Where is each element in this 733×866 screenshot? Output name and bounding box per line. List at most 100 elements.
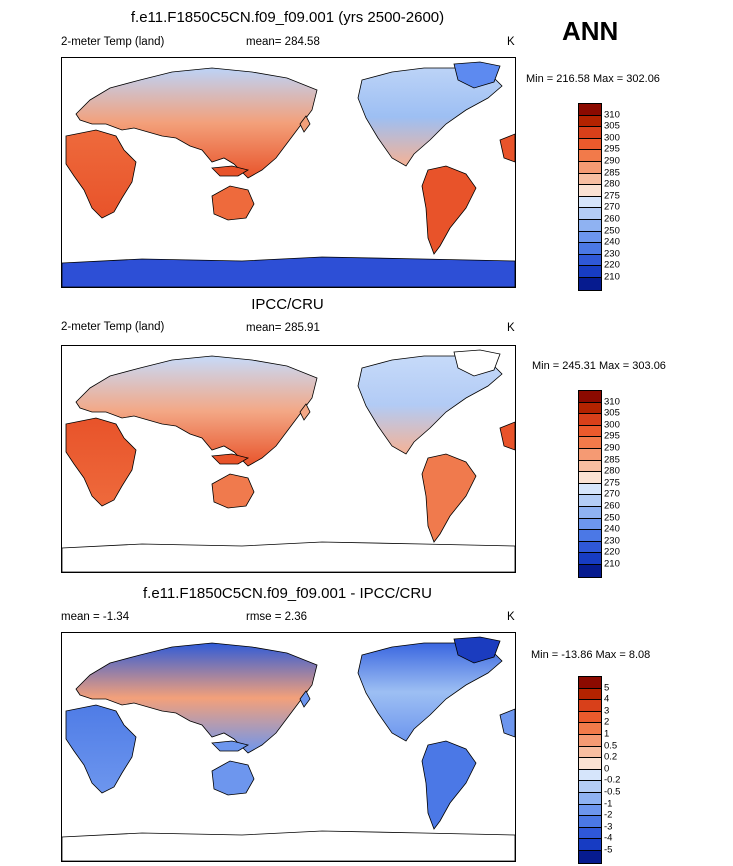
landmass-africa	[65, 417, 137, 507]
colorbar-swatch	[579, 472, 601, 484]
mean-label: mean= 285.91	[246, 322, 320, 334]
colorbar-swatch	[579, 173, 601, 186]
colorbar-label: 310	[604, 109, 620, 121]
panel-title: f.e11.F1850C5CN.f09_f09.001 - IPCC/CRU	[142, 585, 433, 602]
colorbar-swatch	[579, 196, 601, 209]
variable-label: 2-meter Temp (land)	[61, 36, 165, 48]
colorbar-label: 230	[604, 535, 620, 547]
colorbar-swatch	[579, 769, 601, 782]
colorbar-swatch	[579, 483, 601, 496]
colorbar-label: 1	[604, 728, 610, 740]
map-obs	[61, 345, 516, 573]
colorbar-label: 285	[604, 167, 620, 179]
colorbar-swatch	[579, 448, 601, 461]
colorbar	[578, 676, 602, 864]
colorbar-label: 250	[604, 512, 620, 524]
landmass-antarctica	[62, 541, 515, 572]
landmass-eurasia	[75, 642, 318, 754]
colorbar-swatch	[579, 792, 601, 805]
landmass-japan	[299, 690, 311, 708]
units-label: K	[507, 36, 515, 48]
colorbar-label: -0.5	[604, 786, 621, 798]
colorbar-label: 5	[604, 682, 610, 694]
landmass-eurasia	[75, 67, 318, 179]
landmass-greenland	[453, 61, 501, 89]
colorbar-swatch	[579, 677, 601, 689]
landmass-australia	[211, 760, 255, 796]
map-model	[61, 57, 516, 288]
colorbar-label: 295	[604, 143, 620, 155]
colorbar-label: 2	[604, 716, 610, 728]
colorbar-swatch	[579, 414, 601, 426]
colorbar-swatch	[579, 518, 601, 531]
colorbar-swatch	[579, 425, 601, 438]
units-label: K	[507, 611, 515, 623]
colorbar-label: 290	[604, 442, 620, 454]
colorbar-swatch	[579, 219, 601, 232]
colorbar-swatch	[579, 460, 601, 473]
landmass-africaEdge	[499, 133, 515, 163]
colorbar-swatch	[579, 266, 601, 278]
landmass-eurasia	[75, 355, 318, 467]
landmass-namerica	[357, 642, 503, 742]
panel-title: IPCC/CRU	[251, 296, 324, 313]
colorbar-swatch	[579, 746, 601, 759]
landmass-greenland	[453, 349, 501, 377]
colorbar-label: 240	[604, 236, 620, 248]
colorbar	[578, 103, 602, 291]
mean-label: mean = -1.34	[61, 611, 130, 623]
colorbar-swatch	[579, 700, 601, 712]
colorbar-swatch	[579, 850, 601, 863]
colorbar-swatch	[579, 185, 601, 197]
colorbar-swatch	[579, 530, 601, 542]
colorbar-label: 210	[604, 271, 620, 283]
colorbar-label: 280	[604, 178, 620, 190]
colorbar-swatch	[579, 231, 601, 244]
landmass-greenland	[453, 636, 501, 664]
min-max-label: Min = -13.86 Max = 8.08	[531, 649, 651, 661]
colorbar-swatch	[579, 688, 601, 701]
colorbar-label: 305	[604, 120, 620, 132]
landmass-japan	[299, 115, 311, 133]
colorbar-swatch	[579, 243, 601, 255]
landmass-samerica	[421, 740, 477, 830]
colorbar-label: 0	[604, 763, 610, 775]
colorbar	[578, 390, 602, 578]
landmass-indonesia	[211, 740, 250, 752]
colorbar-swatch	[579, 138, 601, 151]
colorbar-label: -2	[604, 809, 613, 821]
units-label: K	[507, 322, 515, 334]
colorbar-label: -5	[604, 844, 613, 856]
colorbar-label: 295	[604, 430, 620, 442]
landmass-samerica	[421, 165, 477, 255]
colorbar-label: 260	[604, 213, 620, 225]
min-max-label: Min = 216.58 Max = 302.06	[526, 73, 660, 85]
landmass-indonesia	[211, 453, 250, 465]
colorbar-label: 240	[604, 523, 620, 535]
colorbar-swatch	[579, 553, 601, 565]
colorbar-label: -4	[604, 832, 613, 844]
colorbar-swatch	[579, 781, 601, 793]
colorbar-swatch	[579, 208, 601, 220]
colorbar-label: 300	[604, 132, 620, 144]
colorbar-swatch	[579, 758, 601, 770]
colorbar-label: 210	[604, 558, 620, 570]
mean-label: mean= 284.58	[246, 36, 320, 48]
colorbar-label: -3	[604, 821, 613, 833]
colorbar-label: 285	[604, 454, 620, 466]
colorbar-label: 250	[604, 225, 620, 237]
colorbar-swatch	[579, 104, 601, 116]
colorbar-swatch	[579, 277, 601, 290]
colorbar-label: 220	[604, 546, 620, 558]
colorbar-label: 280	[604, 465, 620, 477]
colorbar-label: 290	[604, 155, 620, 167]
colorbar-swatch	[579, 115, 601, 128]
colorbar-label: 0.2	[604, 751, 618, 763]
landmass-antarctica	[62, 256, 515, 287]
panel-title: f.e11.F1850C5CN.f09_f09.001 (yrs 2500-26…	[130, 9, 445, 26]
min-max-label: Min = 245.31 Max = 303.06	[532, 360, 666, 372]
landmass-samerica	[421, 453, 477, 543]
colorbar-label: 275	[604, 477, 620, 489]
colorbar-swatch	[579, 839, 601, 851]
colorbar-swatch	[579, 541, 601, 554]
